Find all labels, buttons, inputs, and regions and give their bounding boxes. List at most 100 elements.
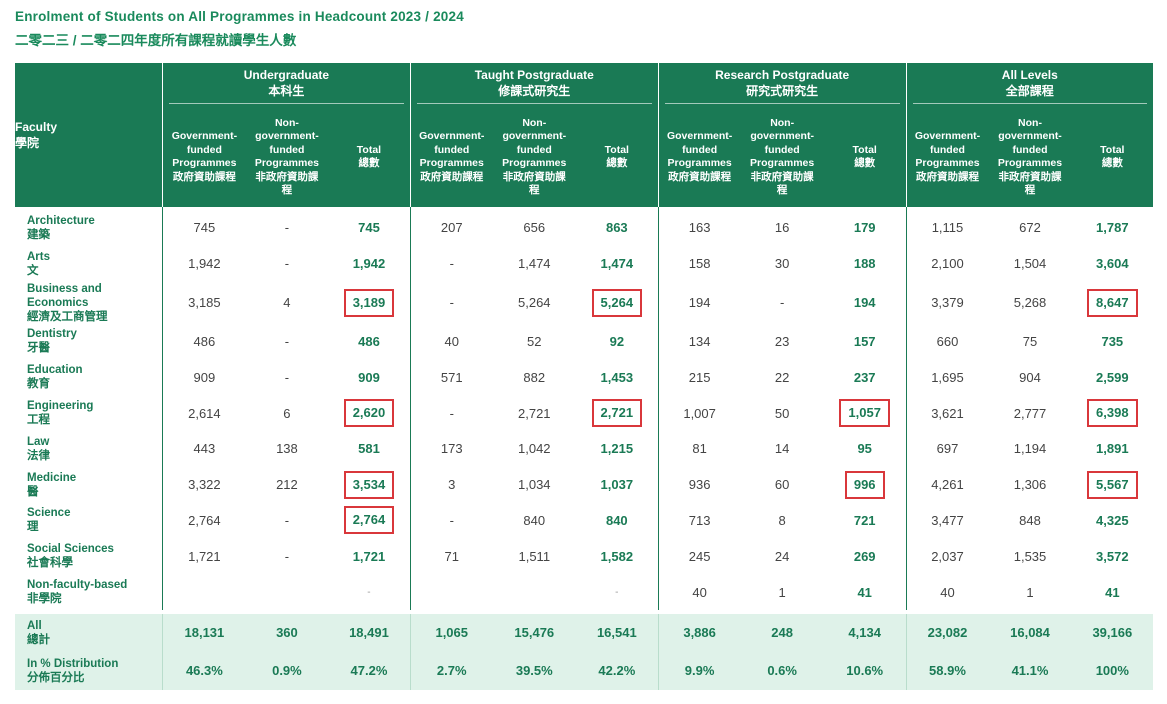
total-cell: 1,787 [1096,220,1129,236]
total-cell: 2,764 [328,503,410,539]
highlighted-value: 2,764 [343,506,395,535]
totals-value-cell: 41.1% [988,651,1072,690]
value-cell: 486 [161,323,246,360]
total-cell: 1,582 [600,548,634,564]
totals-value-cell: 23,082 [905,613,989,652]
value-cell: 4,261 [905,466,989,503]
total-cell: 3,572 [1096,548,1129,564]
non-gov-funded-header-en: Non-government-funded Programmes [997,116,1063,170]
non-gov-funded-header-en: Non-government-funded Programmes [254,116,320,170]
total-header: Total 總數 [824,107,906,207]
gov-funded-header: Government-funded Programmes 政府資助課程 [657,107,741,207]
value-cell: 2,777 [1013,405,1047,421]
totals-value-cell: 16,541 [575,613,659,652]
faculty-cell: Law 法律 [15,431,163,467]
group-header-label: Research Postgraduate 研究式研究生 [664,67,900,104]
faculty-name-en: Engineering [27,400,94,413]
non-gov-funded-header-zh: 非政府資助課程 [998,170,1062,197]
value-cell: 5,264 [518,295,551,311]
gov-funded-header-en: Government-funded Programmes [171,130,238,169]
total-header-en: Total [356,143,382,156]
table-row: Engineering 工程 2,614 6 2,620-2,721 2,721 1,007… [15,395,1153,431]
total-cell: 41 [857,584,872,600]
total-header-zh: 總數 [358,157,380,169]
faculty-name-en: Dentistry [27,328,77,341]
value-cell: 5,268 [1013,295,1047,311]
value-cell: 3,621 [905,395,989,431]
totals-row: All 總計 18,131 360 18,491 1,065 15,476 16,541 3,8… [15,613,1153,652]
table-row: Non-faculty-based 非學院 - - 40 1 41 40 1 41 [15,574,1153,610]
value-cell: 848 [1019,512,1041,528]
value-cell: 75 [1022,333,1038,349]
value-cell: 60 [774,477,790,493]
faculty-cell: Architecture 建築 [15,207,163,246]
group-header-label: All Levels 全部課程 [912,67,1147,104]
total-cell: 1,891 [1096,441,1129,457]
highlighted-value: 996 [844,470,885,499]
highlighted-value: 5,567 [1087,470,1138,499]
gov-funded-header: Government-funded Programmes 政府資助課程 [409,107,493,207]
value-cell: 936 [657,466,741,503]
non-gov-funded-header-zh: 非政府資助課程 [502,170,566,197]
totals-value-cell: 9.9% [657,651,741,690]
value-cell: - [409,395,493,431]
faculty-header: Faculty 學院 [15,63,163,207]
total-header-en: Total [1100,143,1125,156]
value-cell: - [409,245,493,282]
gov-funded-header-zh: 政府資助課程 [668,170,732,183]
total-cell: 863 [605,220,628,236]
faculty-name-en: Arts [27,250,51,263]
total-header-zh: 總數 [854,157,876,169]
totals-value-cell: 2.7% [409,651,493,690]
total-cell: 4,325 [1096,512,1129,528]
table-row: Arts 文 1,942-1,942-1,474 1,474 158 30 188 2,100… [15,245,1153,282]
totals-value-cell: 42.2% [575,651,659,690]
value-cell: 3 [409,466,493,503]
value-cell [161,574,246,610]
total-header: Total 總數 [1072,107,1153,207]
total-cell: 996 [824,467,906,503]
total-cell: 92 [609,333,625,349]
value-cell: 745 [161,207,246,246]
faculty-name-en: Business and Economics [27,282,102,309]
value-cell: 571 [409,359,493,396]
gov-funded-header-en: Government-funded Programmes [666,130,733,169]
faculty-name-zh: 牙醫 [27,342,50,355]
value-cell: 1,942 [161,245,246,282]
table-row: Medicine 醫 3,322 212 3,534 3 1,034 1,037 936 60 99… [15,466,1153,503]
total-cell: 5,567 [1072,467,1153,503]
value-cell: 215 [657,359,741,396]
spacer-cell [15,609,1153,614]
value-cell: 1 [778,584,786,600]
value-cell [246,574,328,610]
highlighted-value: 2,721 [591,399,643,428]
totals-value-cell: 1,065 [409,613,493,652]
total-cell: 5,264 [576,282,658,324]
group-header-zh: 本科生 [268,83,305,98]
gov-funded-header-en: Government-funded Programmes [419,130,485,169]
total-cell: 8,647 [1072,282,1153,324]
total-cell: - [615,586,619,598]
value-cell: 909 [161,359,246,396]
totals-value-cell: 39.5% [492,651,576,690]
group-header: Research Postgraduate 研究式研究生 [657,63,907,107]
faculty-name-zh: 文 [27,264,39,277]
value-cell: 40 [905,574,989,610]
value-cell [409,574,493,610]
total-header: Total 總數 [576,107,658,207]
value-cell: 1,535 [1013,548,1047,564]
group-header: Undergraduate 本科生 [162,63,411,107]
faculty-name-zh: 醫 [27,485,39,498]
group-header-en: Research Postgraduate [715,67,850,82]
non-gov-funded-header: Non-government-funded Programmes 非政府資助課程 [741,107,824,207]
totals-value-cell: 15,476 [492,613,576,652]
highlighted-value: 8,647 [1087,288,1138,317]
faculty-cell: Medicine 醫 [15,467,163,503]
value-cell: 207 [409,207,493,246]
value-cell: 30 [774,256,790,272]
non-gov-funded-header: Non-government-funded Programmes 非政府資助課程 [493,107,576,207]
total-cell: 840 [605,512,628,528]
value-cell: 3,185 [161,281,246,324]
totals-label-en: All [27,619,42,632]
value-cell: - [409,502,493,539]
